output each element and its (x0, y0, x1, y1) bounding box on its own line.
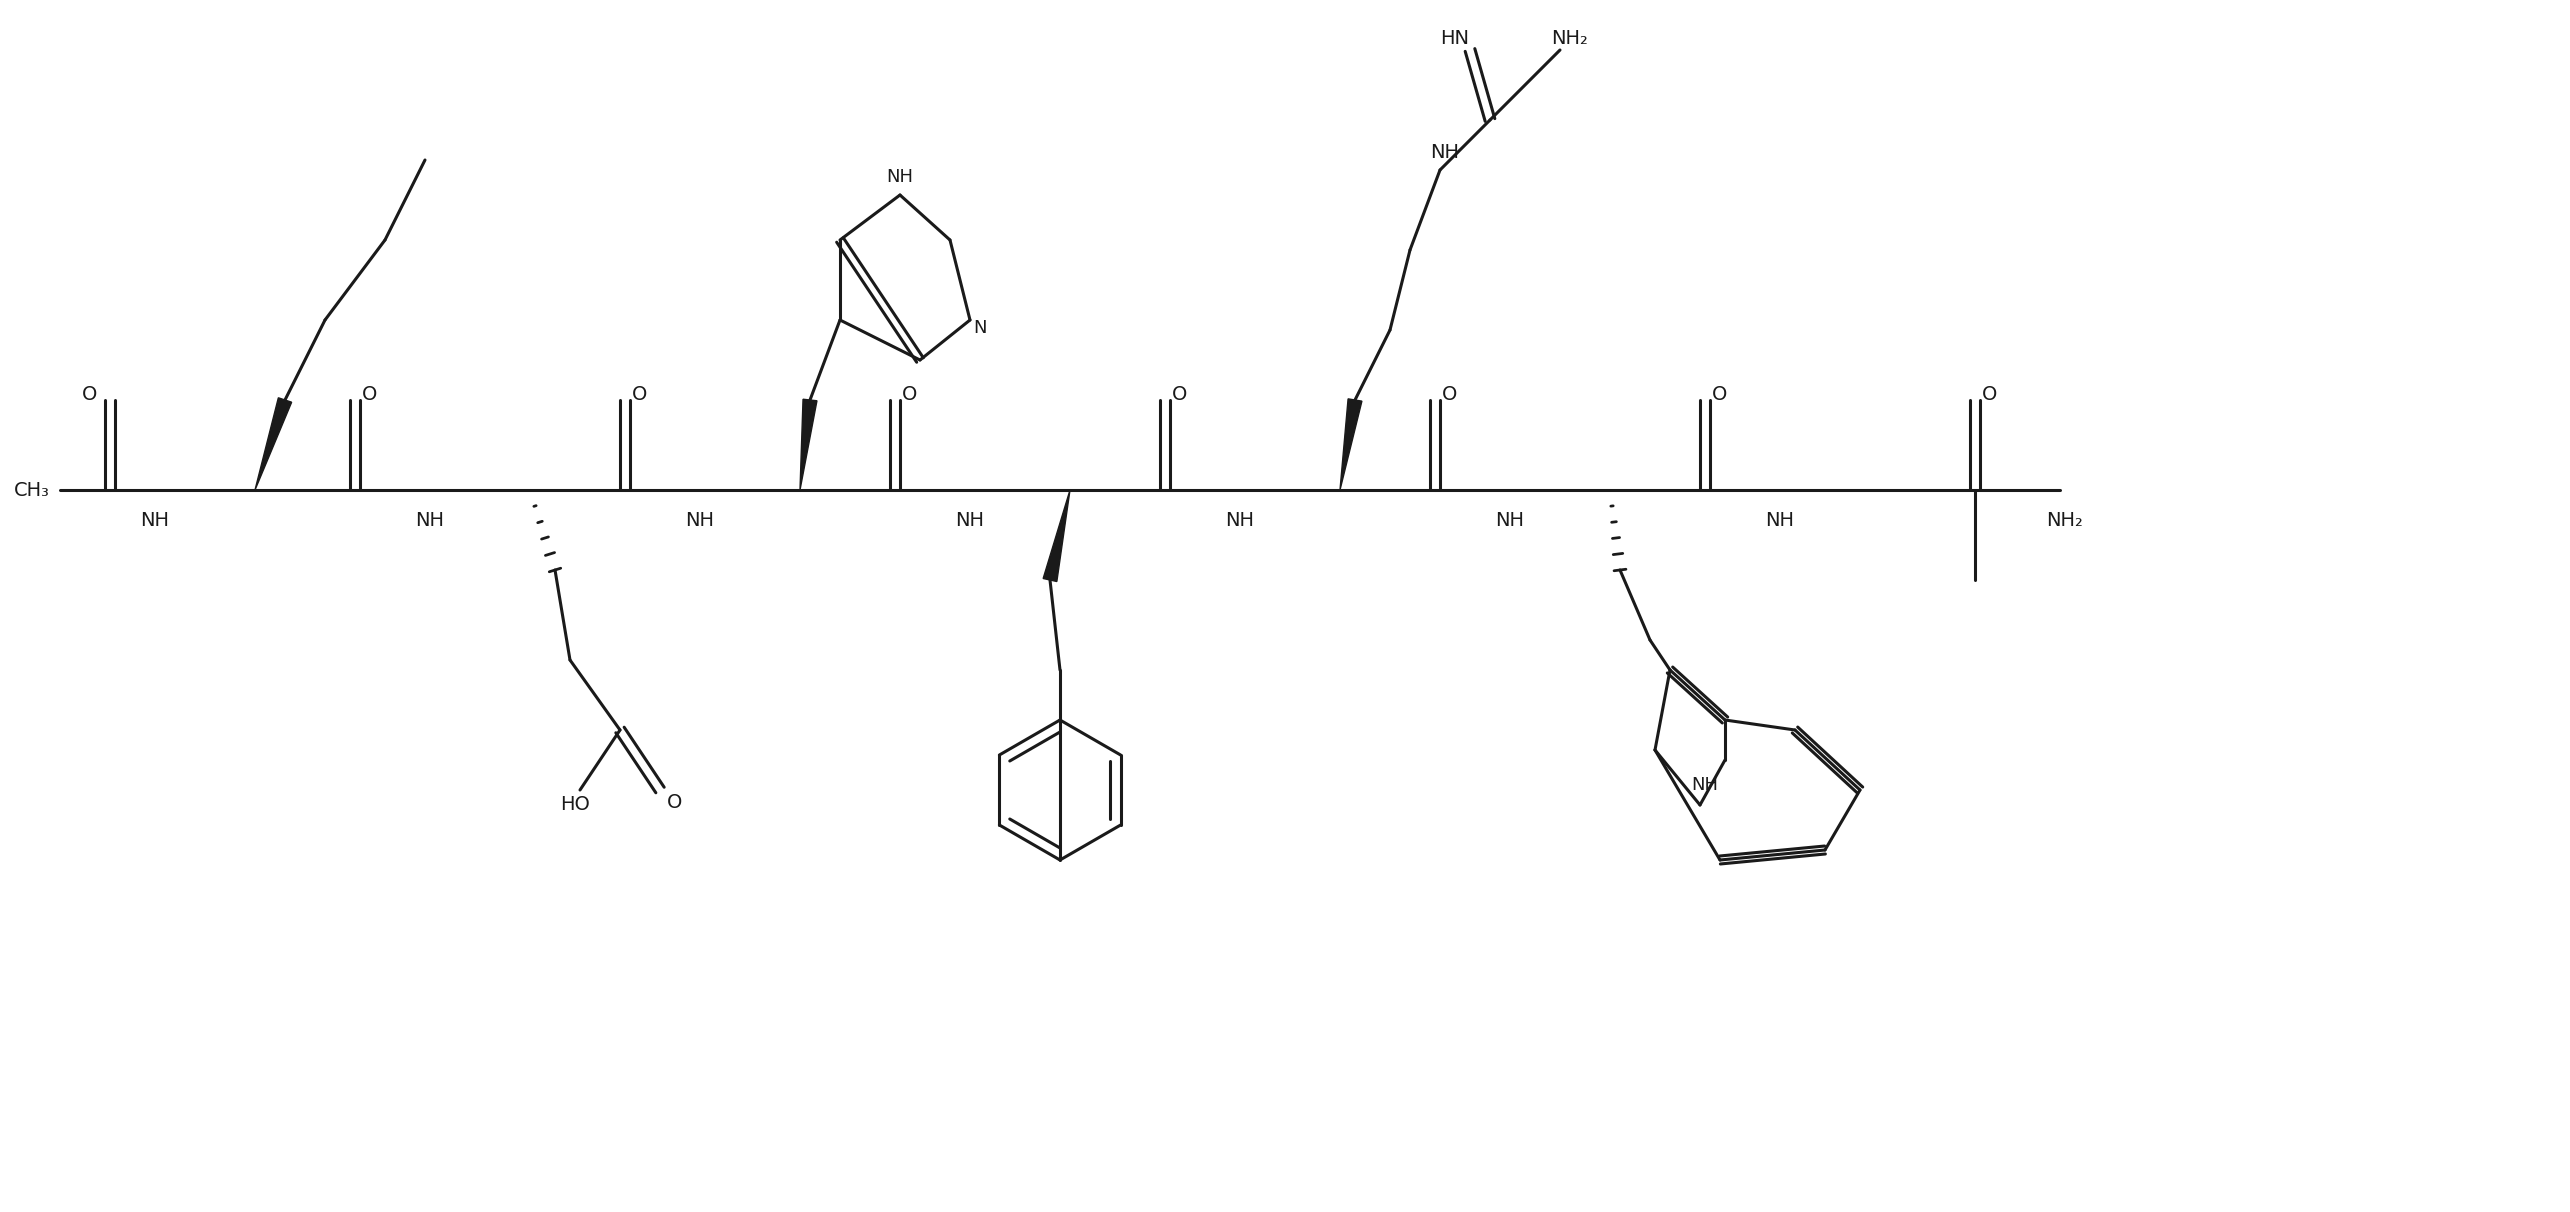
Text: NH: NH (1431, 143, 1460, 161)
Text: O: O (362, 385, 378, 405)
Text: O: O (902, 385, 917, 405)
Text: NH: NH (956, 510, 984, 530)
Text: CH₃: CH₃ (13, 480, 49, 499)
Text: HN: HN (1442, 29, 1470, 47)
Text: NH: NH (1496, 510, 1524, 530)
Text: NH: NH (1691, 776, 1719, 794)
Text: O: O (82, 385, 98, 405)
Polygon shape (799, 399, 817, 490)
Text: NH: NH (887, 168, 912, 185)
Text: O: O (1442, 385, 1457, 405)
Polygon shape (254, 398, 290, 490)
Text: NH: NH (141, 510, 170, 530)
Text: O: O (668, 793, 684, 812)
Text: O: O (1981, 385, 1997, 405)
Text: O: O (1712, 385, 1727, 405)
Text: NH₂: NH₂ (2046, 510, 2084, 530)
Text: HO: HO (560, 795, 591, 814)
Text: O: O (1172, 385, 1187, 405)
Text: NH: NH (686, 510, 714, 530)
Text: NH: NH (416, 510, 445, 530)
Text: N: N (974, 319, 987, 337)
Text: NH: NH (1226, 510, 1254, 530)
Polygon shape (1043, 490, 1069, 582)
Text: NH: NH (1766, 510, 1794, 530)
Text: NH₂: NH₂ (1552, 29, 1588, 47)
Text: O: O (632, 385, 648, 405)
Polygon shape (1339, 399, 1362, 490)
